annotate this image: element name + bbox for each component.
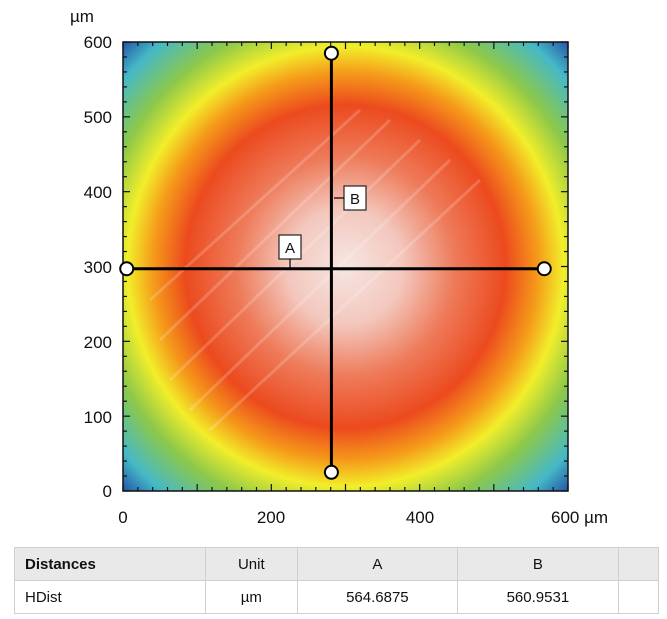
header-empty (617, 547, 660, 581)
tick-marks (122, 41, 569, 492)
header-a: A (296, 547, 459, 581)
profile-label-b: B (343, 185, 367, 211)
row-empty (617, 580, 660, 614)
heatmap-area (123, 42, 568, 491)
profile-b-end-handle[interactable] (323, 464, 339, 480)
y-tick-100: 100 (84, 408, 112, 427)
header-unit: Unit (205, 547, 298, 581)
row-name: HDist (14, 580, 206, 614)
header-b: B (457, 547, 619, 581)
y-tick-0: 0 (103, 482, 112, 501)
table-header-row: Distances Unit A B (14, 547, 660, 581)
row-a-value: 564.6875 (296, 580, 459, 614)
y-unit-label: µm (70, 7, 94, 26)
height-map-plot: µm 600 500 400 300 200 100 0 0 200 400 6… (70, 7, 608, 527)
y-tick-600: 600 (84, 33, 112, 52)
profile-b-start-handle[interactable] (323, 45, 339, 61)
x-tick-400: 400 (406, 508, 434, 527)
svg-text:B: B (350, 191, 360, 208)
row-unit: µm (205, 580, 298, 614)
x-tick-200: 200 (257, 508, 285, 527)
profile-a-start-handle[interactable] (119, 261, 135, 277)
x-tick-0: 0 (118, 508, 127, 527)
table-row[interactable]: HDist µm 564.6875 560.9531 (14, 580, 660, 614)
header-distances: Distances (14, 547, 206, 581)
x-tick-600-unit: 600 µm (551, 508, 608, 527)
distances-table: Distances Unit A B HDist µm 564.6875 560… (14, 547, 660, 614)
y-tick-300: 300 (84, 258, 112, 277)
profile-a-end-handle[interactable] (536, 261, 552, 277)
y-tick-400: 400 (84, 183, 112, 202)
y-tick-200: 200 (84, 333, 112, 352)
profile-label-a: A (278, 234, 302, 260)
svg-text:A: A (285, 240, 295, 257)
height-map-svg: µm 600 500 400 300 200 100 0 0 200 400 6… (70, 7, 608, 527)
row-b-value: 560.9531 (457, 580, 619, 614)
y-tick-500: 500 (84, 108, 112, 127)
